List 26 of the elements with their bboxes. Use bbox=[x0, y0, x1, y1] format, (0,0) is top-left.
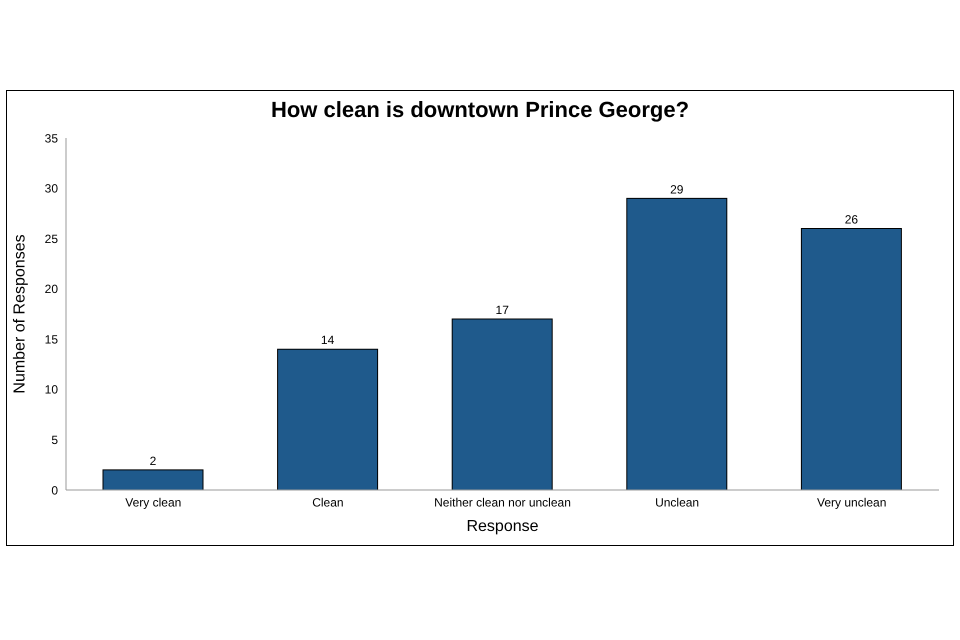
chart-title: How clean is downtown Prince George? bbox=[270, 97, 690, 123]
y-tick-label: 5 bbox=[51, 432, 58, 447]
bar bbox=[277, 348, 378, 490]
x-tick-label: Clean bbox=[312, 496, 344, 510]
y-tick-label: 35 bbox=[44, 131, 58, 146]
bar bbox=[800, 228, 902, 490]
bar bbox=[102, 469, 204, 490]
y-tick-label: 25 bbox=[44, 232, 58, 246]
y-tick-label: 15 bbox=[44, 332, 58, 346]
data-label: 2 bbox=[150, 454, 157, 468]
bar bbox=[626, 198, 728, 490]
x-axis-title: Response bbox=[466, 518, 539, 535]
bar bbox=[452, 318, 553, 490]
y-tick-label: 20 bbox=[44, 282, 58, 296]
y-tick-label: 30 bbox=[44, 182, 58, 196]
x-tick-label: Very clean bbox=[125, 496, 182, 510]
data-label: 26 bbox=[844, 212, 858, 227]
y-tick-label: 10 bbox=[44, 382, 58, 397]
x-tick-label: Unclean bbox=[655, 496, 700, 510]
data-label: 29 bbox=[670, 182, 684, 196]
data-label: 17 bbox=[496, 303, 510, 318]
x-tick-label: Neither clean nor unclean bbox=[434, 496, 571, 510]
y-tick-label: 0 bbox=[51, 483, 58, 498]
data-label: 14 bbox=[320, 333, 335, 348]
x-tick-label: Very unclean bbox=[817, 496, 886, 510]
y-axis-title: Number of Responses bbox=[12, 234, 29, 394]
